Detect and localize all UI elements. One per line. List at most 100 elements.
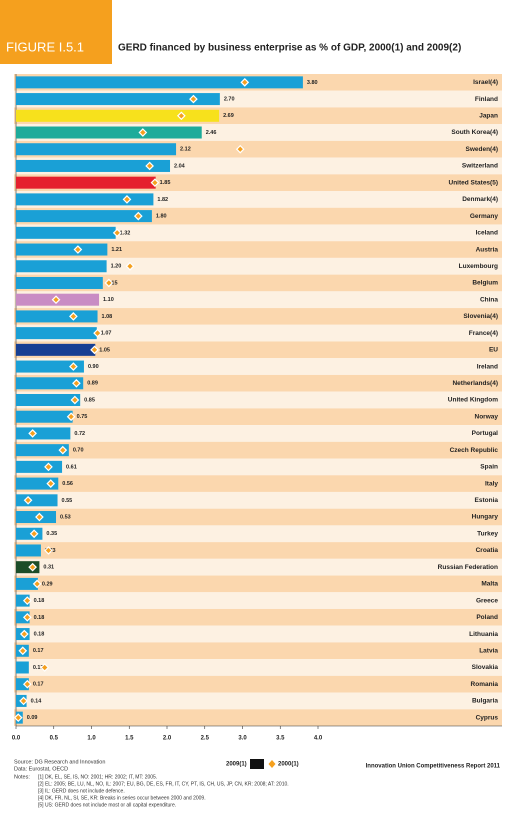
row-stripe: [14, 458, 502, 476]
value-label: 0.56: [62, 481, 73, 487]
marker-2000: [28, 429, 37, 438]
bar: [16, 678, 29, 691]
marker-2000: [150, 178, 160, 188]
value-label: 0.85: [84, 397, 95, 403]
marker-2000: [28, 562, 37, 572]
bar: [16, 460, 63, 473]
category-label: Turkey: [477, 530, 498, 537]
row-stripe: [14, 441, 502, 459]
bar: [16, 276, 103, 289]
row-stripe: [14, 291, 502, 309]
marker-2000: [69, 362, 78, 371]
figure-box: [0, 0, 112, 64]
category-label: Russian Federation: [438, 564, 498, 571]
row-stripe: [14, 341, 502, 359]
marker-2000: [22, 596, 32, 605]
marker-2000: [32, 579, 42, 589]
value-label: 0.29: [42, 581, 53, 587]
value-label: 2.70: [224, 97, 235, 103]
marker-2000: [19, 696, 28, 706]
bar: [16, 377, 84, 390]
row-stripe: [14, 558, 502, 576]
value-label: 1.80: [156, 214, 167, 220]
marker-2000: [145, 161, 154, 171]
marker-2000: [13, 713, 23, 722]
bar: [16, 159, 171, 172]
bar: [16, 394, 81, 406]
x-tick-label: 3.5: [276, 736, 285, 742]
category-label: Sweden(4): [465, 146, 498, 153]
value-label: 1.05: [99, 347, 110, 353]
row-stripe: [14, 308, 502, 325]
marker-2000: [23, 495, 33, 505]
bar: [16, 193, 154, 206]
marker-2000: [240, 78, 250, 87]
row-stripe: [14, 709, 502, 726]
x-tick-label: 2.0: [163, 736, 172, 742]
marker-2000: [19, 629, 29, 639]
x-tick-label: 0.0: [12, 736, 21, 742]
marker-2000: [22, 679, 32, 689]
row-stripe: [14, 642, 502, 660]
value-label: 0.35: [46, 531, 57, 537]
value-label: 0.70: [73, 448, 84, 454]
source: Source: DG Research and Innovation: [14, 759, 105, 765]
marker-2000: [35, 512, 44, 522]
value-label: 2.12: [180, 147, 191, 153]
value-label: 1.08: [102, 314, 113, 320]
marker-2000: [18, 646, 28, 656]
bar: [16, 243, 108, 256]
value-label: 0.09: [27, 715, 38, 721]
marker-2000: [93, 328, 102, 338]
value-label: 0.18: [34, 615, 45, 621]
row-stripe: [14, 608, 502, 626]
marker-2000: [90, 345, 99, 355]
category-label: United States(5): [449, 179, 498, 186]
category-label: Spain: [480, 464, 498, 471]
category-label: Czech Republic: [450, 447, 499, 454]
category-label: Poland: [476, 614, 498, 621]
bar: [16, 410, 73, 423]
marker-2000: [133, 211, 143, 221]
bar: [16, 93, 220, 106]
bar: [16, 544, 41, 557]
legend-label: 2000(1): [278, 762, 299, 768]
bar: [16, 661, 29, 674]
row-stripe: [14, 358, 502, 375]
marker-2000: [125, 261, 135, 271]
row-stripe: [14, 241, 502, 258]
value-label: 0.17: [33, 665, 44, 671]
row-stripe: [14, 525, 502, 543]
notes-label: Notes:: [14, 774, 30, 780]
category-label: South Korea(4): [451, 129, 498, 136]
category-label: Luxembourg: [459, 263, 498, 270]
marker-2000: [44, 462, 53, 472]
row-stripe: [14, 425, 502, 442]
bar: [16, 210, 152, 223]
bar: [16, 360, 84, 373]
bar: [16, 260, 107, 273]
bar: [16, 226, 116, 239]
marker-2000: [104, 278, 114, 288]
category-label: Belgium: [472, 280, 498, 287]
category-label: Hungary: [472, 514, 499, 521]
value-label: 1.10: [103, 297, 114, 303]
marker-2000: [138, 128, 148, 137]
bar: [16, 444, 69, 457]
marker-2000: [51, 295, 61, 305]
marker-2000: [58, 445, 68, 455]
legend-label: 2009(1): [226, 762, 247, 768]
note: [1] DK, EL, SE, IS, NO: 2001; HR: 2002; …: [38, 774, 157, 780]
x-tick-label: 0.5: [50, 736, 59, 742]
category-label: Malta: [481, 581, 498, 588]
category-label: Italy: [485, 480, 498, 487]
row-stripe: [14, 592, 502, 609]
row-stripe: [14, 659, 502, 676]
row-stripe: [14, 491, 502, 509]
marker-2000: [40, 663, 50, 672]
category-label: Austria: [476, 246, 499, 253]
row-stripe: [14, 508, 502, 526]
bar: [16, 126, 202, 139]
bar: [16, 477, 59, 490]
category-label: Norway: [475, 413, 499, 420]
